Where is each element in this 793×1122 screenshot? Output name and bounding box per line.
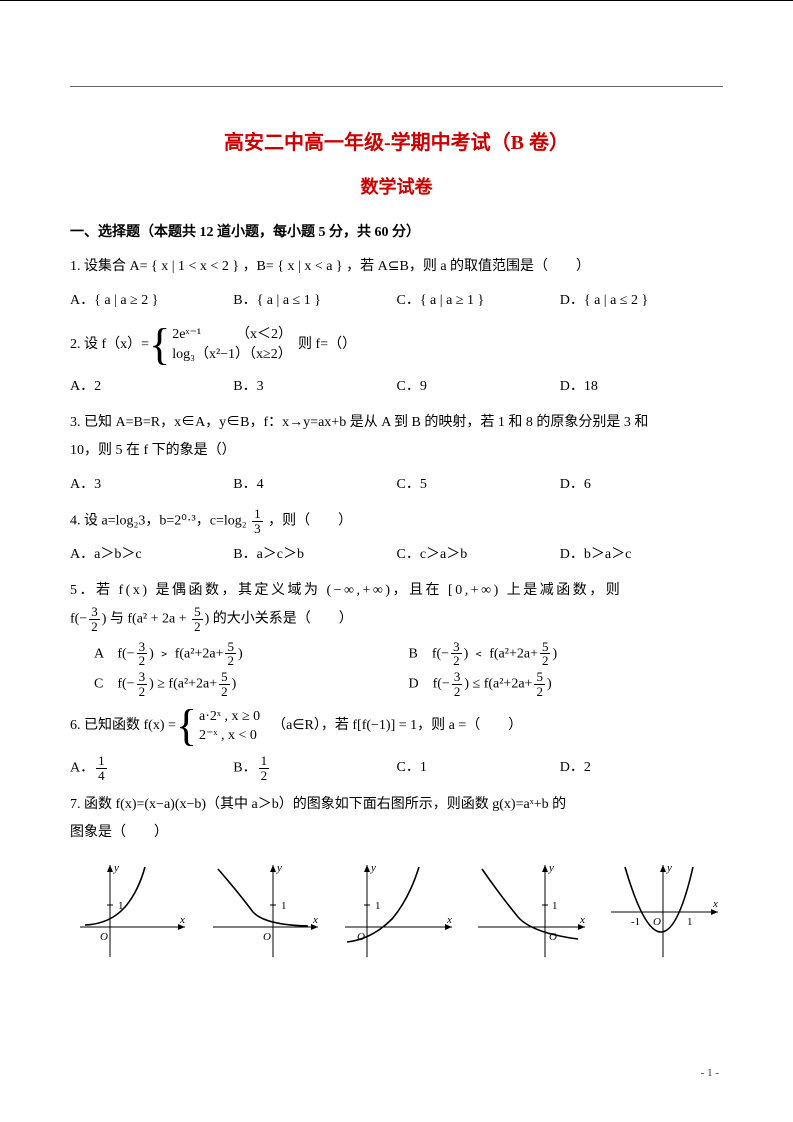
svg-text:x: x: [579, 914, 585, 926]
svg-text:-1: -1: [631, 916, 640, 928]
q4-opt-b: B．a＞c＞b: [233, 541, 396, 569]
svg-text:O: O: [263, 931, 271, 943]
q1-stem: 1. 设集合 A= { x | 1 < x < 2 } ，B= { x | x …: [70, 259, 590, 274]
graph-a: y x O 1: [70, 857, 190, 967]
svg-text:y: y: [548, 862, 554, 874]
q4-opt-a: A．a＞b＞c: [70, 541, 233, 569]
svg-text:x: x: [446, 914, 452, 926]
q3-opt-d: D．6: [560, 471, 723, 499]
graph-c: y x O 1: [337, 857, 457, 967]
q2-options: A．2 B．3 C．9 D．18: [70, 373, 723, 401]
q4-fraction: 13: [252, 507, 263, 535]
graph-b: y x O 1: [203, 857, 323, 967]
svg-text:y: y: [370, 862, 376, 874]
svg-text:O: O: [549, 931, 557, 943]
q3-opt-c: C．5: [397, 471, 560, 499]
q6-stem-suf: （a∈R），若 f[f(−1)] = 1，则 a =（ ）: [272, 712, 522, 740]
q1-opt-c: C．{ a | a ≥ 1 }: [397, 287, 560, 315]
question-6: 6. 已知函数 f(x) = { a·2ˣ , x ≥ 0 2⁻ˣ , x < …: [70, 704, 723, 748]
q2-piecewise: 2eˣ⁻¹ （x＜2） log₃（x²−1）（x≥2）: [172, 325, 292, 364]
svg-text:1: 1: [552, 900, 558, 912]
q2-stem-pre: 2. 设 f（x）=: [70, 331, 149, 359]
brace-icon: {: [149, 323, 170, 367]
q2-opt-c: C．9: [397, 373, 560, 401]
q4-opt-c: C．c＞a＞b: [397, 541, 560, 569]
q3-opt-b: B．4: [233, 471, 396, 499]
q5-opt-a: A f(−32) ﹥ f(a²+2a+52): [94, 640, 409, 668]
brace-icon: {: [176, 704, 197, 748]
svg-text:O: O: [100, 931, 108, 943]
q1-opt-b: B．{ a | a ≤ 1 }: [233, 287, 396, 315]
q6-stem-pre: 6. 已知函数 f(x) =: [70, 712, 176, 740]
q6-opt-d: D．2: [560, 754, 723, 782]
q5-opt-b: B f(−32) ﹤ f(a²+2a+52): [409, 640, 724, 668]
q6-opt-b: B．12: [233, 754, 396, 782]
graph-given: y x O -1 1: [603, 857, 723, 967]
page: 高安二中高一年级-学期中考试（B 卷） 数学试卷 一、选择题（本题共 12 道小…: [0, 0, 793, 1122]
q6-piecewise: a·2ˣ , x ≥ 0 2⁻ˣ , x < 0: [199, 707, 260, 746]
exam-subtitle: 数学试卷: [70, 169, 723, 205]
q5-opt-d: D f(−32) ≤ f(a²+2a+52): [409, 670, 724, 698]
question-2: 2. 设 f（x）= { 2eˣ⁻¹ （x＜2） log₃（x²−1）（x≥2）…: [70, 323, 723, 367]
svg-text:x: x: [312, 914, 318, 926]
q1-options: A．{ a | a ≥ 2 } B．{ a | a ≤ 1 } C．{ a | …: [70, 287, 723, 315]
exam-title: 高安二中高一年级-学期中考试（B 卷）: [70, 123, 723, 163]
graph-d: y x O 1: [470, 857, 590, 967]
question-3: 3. 已知 A=B=R，x∈A，y∈B，f：x→y=ax+b 是从 A 到 B …: [70, 409, 723, 465]
q2-opt-b: B．3: [233, 373, 396, 401]
question-1: 1. 设集合 A= { x | 1 < x < 2 } ，B= { x | x …: [70, 253, 723, 281]
q6-opt-c: C．1: [397, 754, 560, 782]
svg-text:1: 1: [687, 916, 693, 928]
q2-stem-suf: 则 f=（）: [298, 331, 356, 359]
question-5: 5．若 f(x) 是偶函数，其定义域为 (−∞,+∞)，且在 [0,+∞) 上是…: [70, 577, 723, 633]
svg-text:x: x: [179, 914, 185, 926]
q6-opt-a: A．14: [70, 754, 233, 782]
svg-text:1: 1: [375, 900, 381, 912]
question-7: 7. 函数 f(x)=(x−a)(x−b)（其中 a＞b）的图象如下面右图所示，…: [70, 791, 723, 847]
svg-text:y: y: [276, 862, 282, 874]
q6-options: A．14 B．12 C．1 D．2: [70, 754, 723, 782]
section-header: 一、选择题（本题共 12 道小题，每小题 5 分，共 60 分）: [70, 219, 723, 247]
q4-opt-d: D．b＞a＞c: [560, 541, 723, 569]
q5-options-row1: A f(−32) ﹥ f(a²+2a+52) B f(−32) ﹤ f(a²+2…: [70, 640, 723, 668]
q7-graphs: y x O 1 y x O 1 y x O 1: [70, 857, 723, 967]
question-4: 4. 设 a=log₂3，b=2⁰·³，c=log₂ 13 ，则（ ）: [70, 507, 723, 535]
svg-text:x: x: [712, 898, 718, 910]
q2-opt-d: D．18: [560, 373, 723, 401]
q1-opt-a: A．{ a | a ≥ 2 }: [70, 287, 233, 315]
q5-options-row2: C f(−32) ≥ f(a²+2a+52) D f(−32) ≤ f(a²+2…: [70, 670, 723, 698]
q1-opt-d: D．{ a | a ≤ 2 }: [560, 287, 723, 315]
q4-options: A．a＞b＞c B．a＞c＞b C．c＞a＞b D．b＞a＞c: [70, 541, 723, 569]
svg-text:O: O: [653, 916, 661, 928]
q2-opt-a: A．2: [70, 373, 233, 401]
q3-options: A．3 B．4 C．5 D．6: [70, 471, 723, 499]
svg-text:1: 1: [281, 900, 287, 912]
svg-text:y: y: [113, 862, 119, 874]
q3-opt-a: A．3: [70, 471, 233, 499]
svg-text:y: y: [666, 862, 672, 874]
page-number: - 1 -: [701, 1062, 719, 1084]
q5-opt-c: C f(−32) ≥ f(a²+2a+52): [94, 670, 409, 698]
